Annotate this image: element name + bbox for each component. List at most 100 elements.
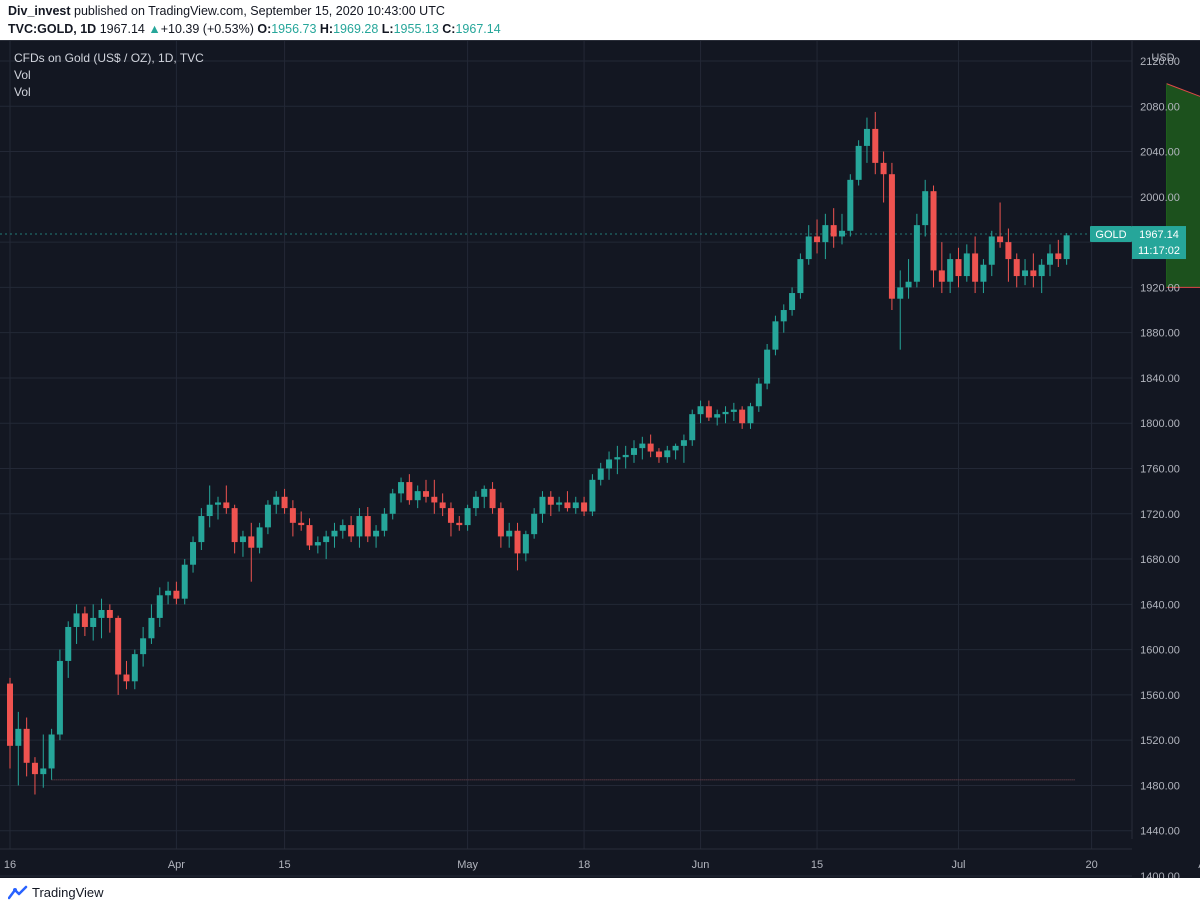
price-tick-1480: 1480.00 [1140, 780, 1180, 792]
author-name[interactable]: Div_invest [8, 4, 71, 18]
candle-96 [805, 225, 812, 265]
price-tick-1880: 1880.00 [1140, 328, 1180, 340]
candle-54 [456, 516, 463, 531]
candle-56 [472, 491, 479, 517]
candle-33 [281, 488, 288, 514]
publish-info: Div_invest published on TradingView.com,… [8, 4, 445, 18]
candle-12 [106, 604, 113, 633]
candle-4 [40, 734, 47, 788]
price-tag [1132, 226, 1186, 260]
price-tag-value: 1967.14 [1139, 229, 1179, 241]
candle-body [905, 281, 912, 288]
candle-body [472, 496, 479, 509]
time-tick-1: Apr [168, 859, 185, 871]
candle-82 [689, 409, 696, 446]
candle-body [556, 502, 563, 505]
candle-38 [323, 530, 330, 560]
chart-panel[interactable]: USD 1400.00 1440.00 1480.00 1520.00 1560.00 1… [0, 40, 1200, 883]
candle-86 [722, 406, 729, 424]
candle-25 [215, 496, 221, 520]
candle-74 [622, 445, 629, 469]
candle-body [672, 445, 679, 451]
candle-body [980, 264, 987, 282]
candle-43 [364, 506, 371, 543]
time-tick-5: Jun [692, 859, 710, 871]
candle-body [131, 654, 138, 682]
candle-body [148, 617, 155, 639]
candle-116 [972, 236, 979, 294]
price-tick-1440: 1440.00 [1140, 826, 1180, 838]
time-tick-7: Jul [951, 859, 965, 871]
candle-94 [789, 287, 796, 316]
candle-body [56, 660, 63, 735]
candle-body [239, 536, 246, 543]
candle-62 [522, 530, 529, 562]
change-arrow-icon: ▲ [148, 22, 161, 36]
candle-body [198, 516, 205, 543]
candle-7 [65, 621, 72, 678]
candle-121 [1013, 253, 1020, 288]
time-tick-8: 20 [1085, 859, 1097, 871]
candle-89 [747, 402, 754, 429]
candle-103 [863, 117, 870, 163]
time-axis[interactable]: 16Apr15May18Jun15Jul20Aug17Sep21 [4, 859, 1200, 871]
candle-body [547, 496, 554, 505]
candle-body [98, 609, 105, 618]
candle-40 [339, 519, 346, 539]
candle-114 [955, 247, 962, 288]
axis-currency-label: USD [1151, 52, 1174, 64]
candle-11 [98, 598, 105, 639]
candle-body [348, 525, 355, 537]
candle-body [306, 525, 313, 546]
candle-body [389, 493, 396, 514]
candle-8 [73, 604, 80, 644]
candle-80 [672, 443, 679, 460]
candle-body [539, 496, 546, 514]
candle-57 [481, 485, 488, 509]
candlestick-chart[interactable]: USD 1400.001440.001480.001520.001560.001… [0, 41, 1200, 883]
candle-55 [464, 504, 471, 531]
candle-body [830, 225, 837, 237]
close-value: 1967.14 [455, 22, 501, 36]
candle-body [922, 191, 929, 226]
candle-body [364, 516, 371, 537]
footer-brand[interactable]: TradingView [32, 885, 104, 900]
candle-body [190, 542, 197, 565]
candle-45 [381, 508, 388, 537]
candle-body [597, 468, 604, 480]
candle-body [314, 542, 321, 546]
candle-body [572, 502, 579, 509]
candle-body [913, 225, 920, 282]
candle-body [947, 259, 954, 282]
candle-body [730, 409, 737, 412]
candle-body [323, 536, 330, 543]
price-axis[interactable]: 1400.001440.001480.001520.001560.001600.… [1140, 56, 1180, 883]
candle-26 [223, 485, 230, 514]
candle-body [264, 504, 271, 528]
candle-body [406, 482, 413, 501]
candle-36 [306, 518, 313, 550]
candle-69 [581, 496, 588, 517]
candle-body [1005, 242, 1012, 260]
candle-126 [1055, 239, 1062, 268]
price-tick-1800: 1800.00 [1140, 418, 1180, 430]
candle-64 [539, 491, 546, 523]
candle-18 [156, 587, 163, 627]
candle-112 [938, 242, 945, 294]
candle-65 [547, 491, 554, 517]
candle-body [81, 613, 88, 627]
candle-body [888, 174, 895, 299]
candle-body [531, 513, 538, 535]
candle-body [639, 443, 646, 449]
candle-body [31, 762, 38, 775]
candle-51 [431, 479, 438, 514]
candle-91 [764, 343, 771, 390]
candle-95 [797, 253, 804, 299]
candle-61 [514, 522, 521, 571]
candle-body [863, 128, 870, 146]
candle-body [215, 502, 221, 505]
candle-66 [556, 496, 563, 512]
candle-body [755, 383, 762, 407]
candle-3 [31, 757, 38, 795]
candle-body [281, 496, 288, 509]
